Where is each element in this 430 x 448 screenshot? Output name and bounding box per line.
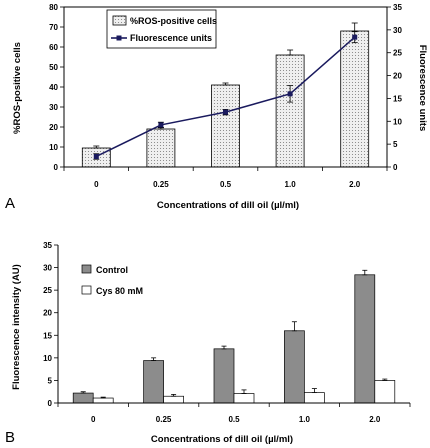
xtick-label-2: 0.5 — [228, 415, 240, 424]
chart-a-bars — [81, 30, 370, 168]
ytick-label-5: 25 — [43, 286, 52, 295]
y2tick-label-7: 35 — [393, 3, 402, 12]
chart-a-y2label: Fluorescence units — [417, 45, 428, 132]
ytick-label-1: 5 — [48, 376, 53, 385]
bar-cys-4 — [374, 380, 396, 404]
bar-cys-1 — [163, 395, 184, 404]
ytick-label-3: 15 — [43, 331, 52, 340]
marker-fluorescence-1 — [158, 122, 164, 128]
legend-label-cys: Cys 80 mM — [96, 286, 143, 296]
y2tick-label-5: 25 — [393, 49, 402, 58]
ytick-label-4: 40 — [49, 83, 58, 92]
legend-label-fluor: Fluorescence units — [130, 33, 212, 43]
xtick-label-3: 1.0 — [285, 180, 297, 189]
ytick-label-6: 60 — [49, 43, 58, 52]
ytick-label-7: 70 — [49, 23, 58, 32]
chart-b-error-bars — [80, 269, 388, 399]
y2tick-label-0: 0 — [393, 163, 398, 172]
marker-fluorescence-2 — [223, 109, 228, 115]
chart-b-bars — [72, 274, 396, 404]
bar-control-0 — [72, 392, 94, 404]
legend-label-ros: %ROS-positive cells — [130, 16, 217, 26]
bar-cys-2 — [233, 393, 255, 404]
legend-swatch-cys — [81, 285, 92, 295]
ytick-label-2: 10 — [43, 354, 52, 363]
chart-a-line-series — [93, 31, 358, 160]
legend-swatch-fluor-marker — [116, 35, 122, 41]
ytick-label-5: 50 — [49, 63, 58, 72]
ytick-label-6: 30 — [43, 264, 52, 273]
chart-a: 0 10 20 30 40 50 60 70 80 0 5 10 15 20 25 30 35 0 0.25 0.5 1… — [5, 3, 428, 212]
legend-swatch-control — [81, 264, 92, 274]
ytick-label-1: 10 — [49, 143, 58, 152]
marker-fluorescence-3 — [287, 91, 293, 97]
xtick-label-4: 2.0 — [349, 180, 361, 189]
bar-control-2 — [213, 348, 235, 404]
xtick-label-0: 0 — [94, 180, 99, 189]
bar-ros-3 — [275, 54, 305, 168]
ytick-label-8: 80 — [49, 3, 58, 12]
chart-b: 0 5 10 15 20 25 30 35 0 0.25 0.5 1.0 2.0 Control Cys… — [5, 241, 411, 446]
bar-control-3 — [284, 330, 305, 404]
bar-control-4 — [354, 274, 376, 404]
xtick-label-2: 0.5 — [220, 180, 232, 189]
chart-b-xlabel: Concentrations of dill oil (µl/ml) — [151, 434, 293, 445]
chart-b-legend: Control Cys 80 mM — [81, 264, 143, 296]
y2tick-label-4: 20 — [393, 72, 402, 81]
marker-fluorescence-0 — [93, 153, 99, 159]
bar-cys-0 — [92, 397, 114, 404]
chart-b-ylabel: Fluorescence intensity (AU) — [11, 264, 22, 390]
xtick-label-1: 0.25 — [153, 180, 169, 189]
ytick-label-0: 0 — [54, 163, 59, 172]
chart-b-axes: 0 5 10 15 20 25 30 35 0 0.25 0.5 1.0 2.0 — [43, 241, 411, 424]
y2tick-label-2: 10 — [393, 117, 402, 126]
legend-swatch-ros — [112, 15, 127, 26]
chart-a-panel-label: A — [5, 195, 15, 212]
chart-a-xlabel: Concentrations of dill oil (µl/ml) — [157, 200, 299, 211]
bar-control-1 — [143, 360, 164, 404]
xtick-label-4: 2.0 — [369, 415, 381, 424]
ytick-label-0: 0 — [48, 399, 53, 408]
chart-a-legend: %ROS-positive cells Fluorescence units — [106, 9, 217, 49]
xtick-label-0: 0 — [91, 415, 96, 424]
ytick-label-2: 20 — [49, 123, 58, 132]
chart-a-bar-error-bars — [93, 22, 358, 149]
xtick-label-1: 0.25 — [156, 415, 172, 424]
y2tick-label-1: 5 — [393, 140, 398, 149]
ytick-label-7: 35 — [43, 241, 52, 250]
chart-a-ylabel: %ROS-positive cells — [12, 42, 23, 134]
marker-fluorescence-4 — [352, 34, 358, 40]
bar-ros-4 — [340, 30, 370, 168]
bar-cys-3 — [304, 392, 325, 404]
bar-ros-2 — [211, 84, 240, 168]
y2tick-label-6: 30 — [393, 26, 402, 35]
y2tick-label-3: 15 — [393, 94, 402, 103]
xtick-label-3: 1.0 — [299, 415, 311, 424]
legend-frame — [106, 9, 217, 49]
ytick-label-4: 20 — [43, 309, 52, 318]
legend-label-control: Control — [96, 265, 128, 275]
chart-a-axes: 0 10 20 30 40 50 60 70 80 0 5 10 15 20 25 30 35 0 0.25 0.5 1… — [49, 3, 402, 189]
chart-b-panel-label: B — [5, 429, 15, 446]
bar-ros-1 — [146, 128, 176, 168]
ytick-label-3: 30 — [49, 103, 58, 112]
